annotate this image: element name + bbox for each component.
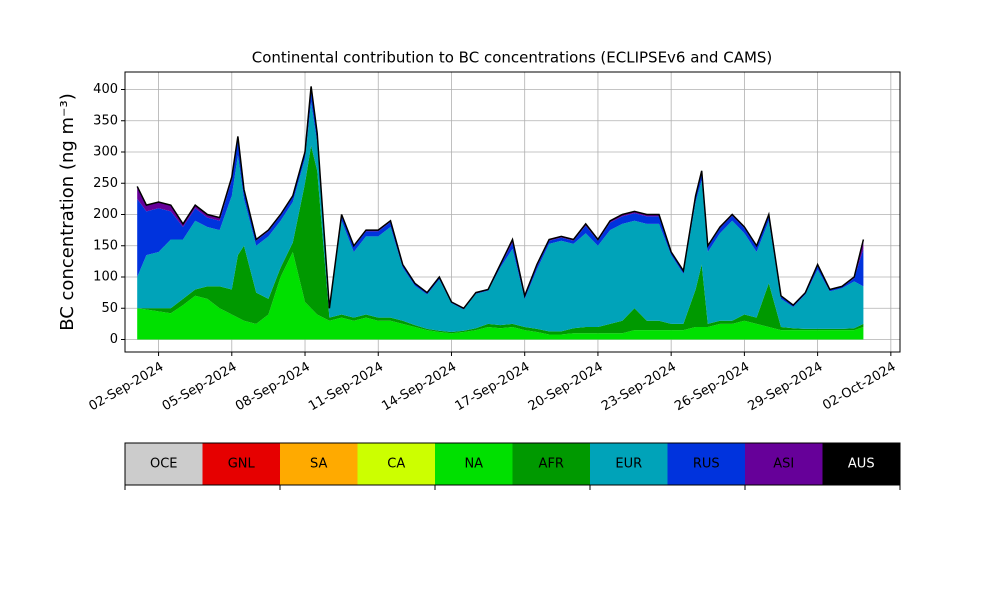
area xyxy=(137,252,864,340)
legend-swatch xyxy=(435,443,513,485)
plot-frame xyxy=(124,71,901,353)
y-tick-label: 100 xyxy=(93,270,118,285)
y-tick-label: 300 xyxy=(93,145,118,160)
legend-label: GNL xyxy=(228,457,256,472)
legend-label: CA xyxy=(387,457,405,472)
legend-label: AUS xyxy=(848,457,875,472)
legend-swatch xyxy=(667,443,745,485)
legend-label: AFR xyxy=(539,457,564,472)
areas xyxy=(136,86,865,340)
legend-swatch xyxy=(745,443,823,485)
legend-label: SA xyxy=(310,457,327,472)
legend-swatch xyxy=(822,443,900,485)
y-axis-label: BC concentration (ng m⁻³) xyxy=(57,93,78,331)
y-tick-label: 350 xyxy=(93,113,118,128)
legend-label: OCE xyxy=(150,457,178,472)
legend-label: NA xyxy=(464,457,483,472)
legend-ticks xyxy=(124,485,901,490)
legend-swatch xyxy=(202,443,280,485)
area xyxy=(137,145,864,335)
legend-swatch xyxy=(125,443,203,485)
y-tick-label: 400 xyxy=(93,82,118,97)
legend-swatch xyxy=(512,443,590,485)
y-tick-label: 50 xyxy=(101,301,118,316)
y-tick-label: 150 xyxy=(93,238,118,253)
legend-label: EUR xyxy=(615,457,642,472)
legend-swatch xyxy=(357,443,435,485)
legend-label: ASI xyxy=(773,457,794,472)
legend-swatch xyxy=(280,443,358,485)
chart-title: Continental contribution to BC concentra… xyxy=(252,49,773,67)
total-outline xyxy=(136,86,865,310)
legend-frame xyxy=(124,442,901,486)
area xyxy=(137,102,864,332)
legend: OCE GNL SA CA NA AFR EUR RUS ASI AUS xyxy=(124,442,901,486)
y-tick-label: 200 xyxy=(93,207,118,222)
legend-label: RUS xyxy=(693,457,720,472)
y-tick-label: 250 xyxy=(93,176,118,191)
legend-swatch xyxy=(590,443,668,485)
y-tick-label: 0 xyxy=(110,332,118,347)
